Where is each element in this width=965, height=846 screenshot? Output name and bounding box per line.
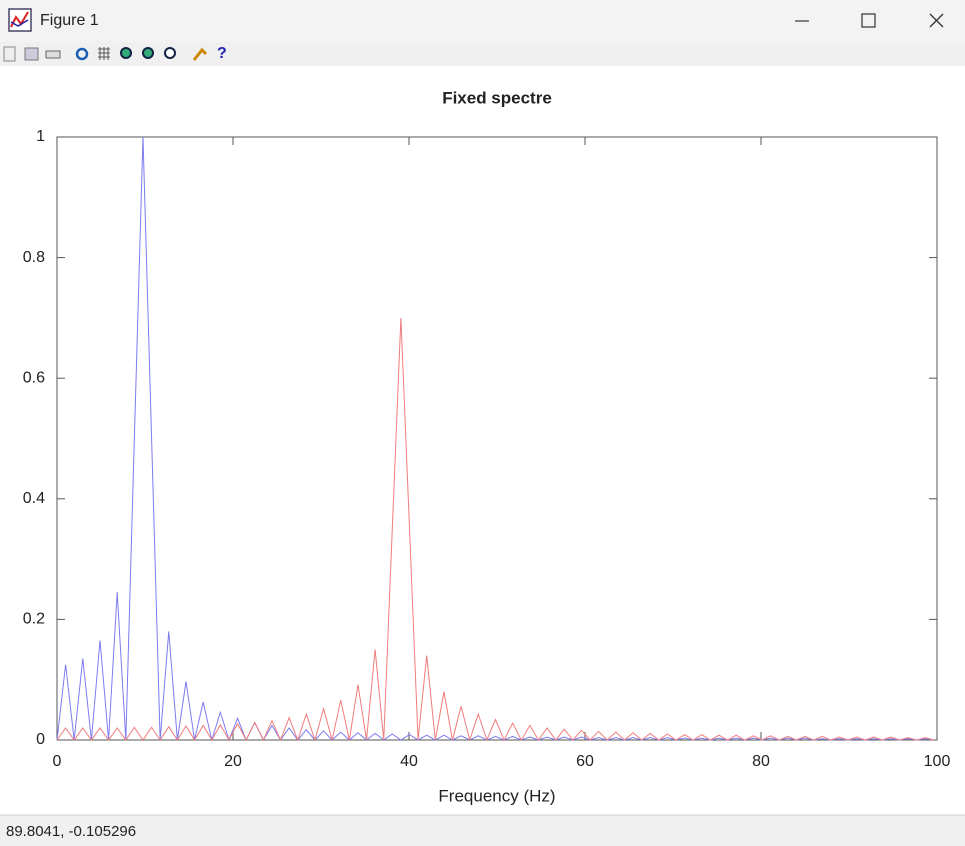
toolbar-icons: ? xyxy=(3,45,227,62)
x-tick-label: 60 xyxy=(576,753,594,770)
tool-help[interactable]: ? xyxy=(217,45,227,62)
title-bar xyxy=(0,0,965,42)
toolbar xyxy=(0,42,965,66)
spectrum-line xyxy=(56,317,935,742)
x-tick-label: 80 xyxy=(752,753,770,770)
x-axis-label: Frequency (Hz) xyxy=(438,786,555,805)
tool-copy[interactable] xyxy=(3,46,16,62)
tool-refresh[interactable] xyxy=(75,47,89,61)
x-tick-label: 40 xyxy=(400,753,418,770)
y-tick-label: 0 xyxy=(36,731,45,748)
tool-save[interactable] xyxy=(45,50,61,59)
app-icon xyxy=(8,8,32,32)
close-button[interactable] xyxy=(929,13,944,28)
tool-settings[interactable] xyxy=(192,47,208,61)
status-text: 89.8041, -0.105296 xyxy=(6,823,136,840)
tool-print[interactable] xyxy=(24,47,39,61)
tool-zoom-in[interactable] xyxy=(120,47,132,59)
status-bar xyxy=(0,815,965,846)
plot-frame xyxy=(56,136,938,741)
y-tick-label: 0.6 xyxy=(23,369,45,386)
tool-grid[interactable] xyxy=(98,47,110,60)
y-tick-label: 0.4 xyxy=(23,490,45,507)
tool-zoom-out[interactable] xyxy=(142,47,154,59)
chart-title: Fixed spectre xyxy=(442,88,552,107)
y-tick-label: 1 xyxy=(36,128,45,145)
y-tick-label: 0.2 xyxy=(23,611,45,628)
y-tick-label: 0.8 xyxy=(23,249,45,266)
window-title: Figure 1 xyxy=(40,12,99,29)
x-tick-label: 0 xyxy=(53,753,62,770)
x-tick-label: 100 xyxy=(924,753,951,770)
tool-zoom[interactable] xyxy=(164,47,176,59)
spectrum-line xyxy=(56,136,934,742)
x-tick-label: 20 xyxy=(224,753,242,770)
maximize-button[interactable] xyxy=(861,13,876,28)
